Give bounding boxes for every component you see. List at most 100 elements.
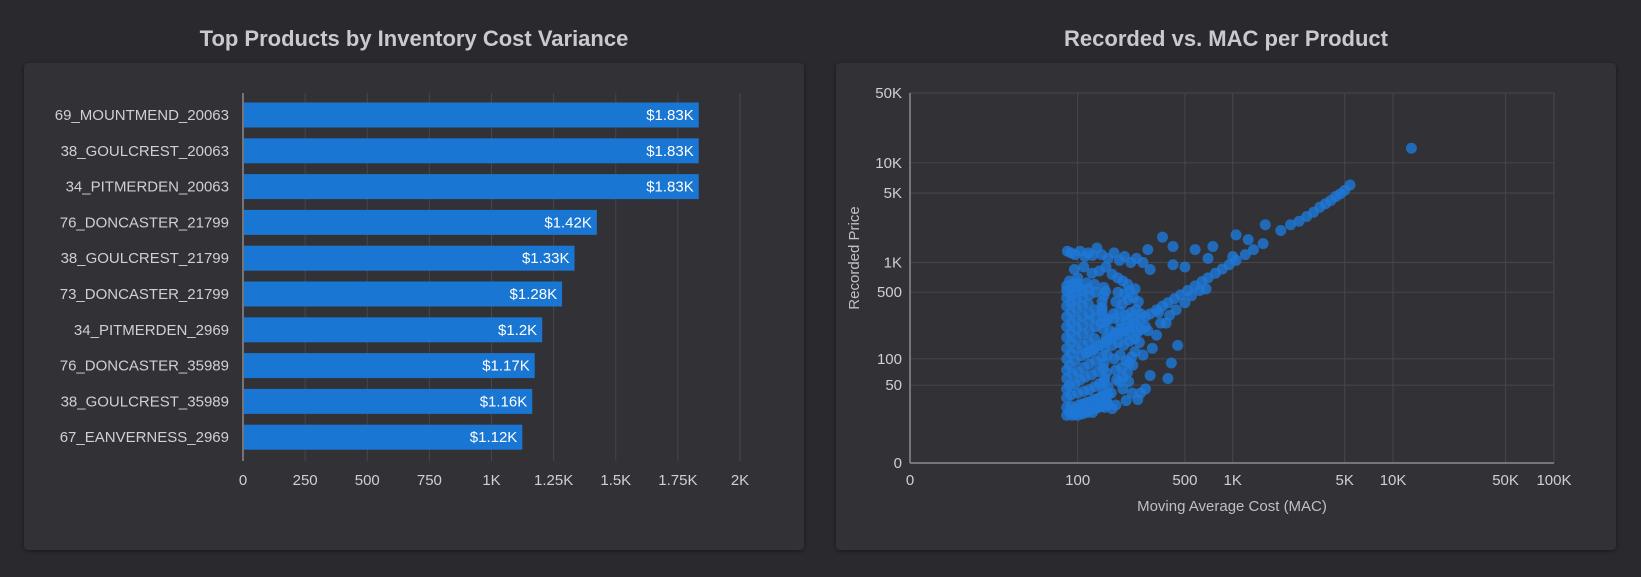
scatter-x-tick-label: 10K (1380, 472, 1407, 489)
scatter-point (1072, 277, 1084, 289)
scatter-y-tick-label: 10K (875, 155, 902, 172)
scatter-point (1170, 304, 1182, 316)
scatter-point (1127, 359, 1139, 371)
scatter-x-axis-title: Moving Average Cost (MAC) (1137, 498, 1327, 515)
bar-value-label: $1.17K (482, 358, 530, 375)
scatter-chart-title: Recorded vs. MAC per Product (1064, 26, 1388, 51)
scatter-x-tick-label: 100 (1065, 472, 1090, 489)
bar-x-tick-label: 0 (239, 472, 247, 489)
scatter-y-axis-title: Recorded Price (846, 206, 863, 309)
bar-x-tick-label: 1.25K (534, 472, 573, 489)
scatter-point (1179, 297, 1191, 309)
bar-category-label: 34_PITMERDEN_2969 (74, 322, 229, 339)
bar (244, 281, 563, 307)
scatter-point (1207, 241, 1219, 253)
bar-category-label: 38_GOULCREST_20063 (61, 143, 229, 160)
scatter-point (1088, 344, 1100, 356)
bar-value-label: $1.83K (646, 107, 694, 124)
bar (244, 424, 523, 450)
scatter-point (1097, 323, 1109, 335)
scatter-point (1126, 311, 1138, 323)
scatter-point (1202, 252, 1214, 264)
scatter-point (1137, 349, 1149, 361)
scatter-point (1135, 308, 1147, 320)
bar-value-label: $1.83K (646, 179, 694, 196)
scatter-point (1155, 317, 1167, 329)
scatter-point (1189, 244, 1201, 256)
scatter-x-tick-label: 500 (1172, 472, 1197, 489)
bar-category-label: 76_DONCASTER_21799 (60, 214, 229, 231)
bar-chart: 0 250 500 750 1K 1.25K 1.5K 1.75K 2K 69_MOUNTMEND… (55, 93, 749, 489)
bar-value-label: $1.42K (544, 214, 592, 231)
scatter-point (1100, 285, 1112, 297)
scatter-x-tick-label: 100K (1536, 472, 1571, 489)
scatter-point (1132, 296, 1144, 308)
scatter-point (1405, 142, 1417, 154)
scatter-point (1101, 397, 1113, 409)
scatter-point (1162, 372, 1174, 384)
bar-category-label: 76_DONCASTER_35989 (60, 358, 229, 375)
scatter-point (1137, 257, 1149, 269)
scatter-point (1100, 261, 1112, 273)
scatter-point (1257, 238, 1269, 250)
bar (244, 209, 597, 235)
scatter-point (1165, 357, 1177, 369)
scatter-point (1179, 261, 1191, 273)
scatter-point (1144, 369, 1156, 381)
bar (244, 102, 699, 128)
scatter-point (1239, 249, 1251, 261)
scatter-point (1146, 342, 1158, 354)
bar-value-label: $1.33K (522, 250, 570, 267)
scatter-point (1129, 283, 1141, 295)
bar-x-tick-label: 2K (731, 472, 749, 489)
scatter-point (1078, 261, 1090, 273)
bar-value-label: $1.12K (470, 429, 518, 446)
scatter-chart-panel: 0 100 500 1K 5K 10K 50K 100K 0 50 100 500 1K 5K 10K 50K… (836, 63, 1616, 550)
scatter-point (1123, 376, 1135, 388)
scatter-point (1167, 241, 1179, 253)
bar-chart-title: Top Products by Inventory Cost Variance (199, 26, 629, 51)
bar (244, 353, 535, 379)
scatter-y-tick-label: 100 (877, 351, 902, 368)
scatter-point (1156, 231, 1168, 243)
scatter-x-tick-label: 0 (906, 472, 914, 489)
scatter-point (1242, 234, 1254, 246)
bar-category-label: 38_GOULCREST_35989 (61, 393, 229, 410)
bar (244, 174, 699, 200)
bar (244, 388, 533, 414)
bar (244, 317, 543, 343)
scatter-point (1100, 331, 1112, 343)
scatter-y-tick-label: 500 (877, 284, 902, 301)
bar (244, 138, 699, 164)
scatter-point (1247, 244, 1259, 256)
scatter-point (1230, 229, 1242, 241)
scatter-point (1142, 244, 1154, 256)
scatter-point (1126, 351, 1138, 363)
scatter-x-tick-label: 5K (1335, 472, 1353, 489)
scatter-y-tick-label: 50 (885, 377, 902, 394)
scatter-point (1172, 339, 1184, 351)
scatter-y-tick-label: 1K (884, 255, 902, 272)
scatter-y-tick-label: 5K (884, 185, 902, 202)
bar-value-label: $1.83K (646, 143, 694, 160)
bar-category-label: 73_DONCASTER_21799 (60, 286, 229, 303)
scatter-point (1144, 264, 1156, 276)
scatter-point (1133, 337, 1145, 349)
scatter-point (1139, 321, 1151, 333)
scatter-point (1293, 215, 1305, 227)
bar-x-tick-label: 1.5K (600, 472, 631, 489)
scatter-point (1089, 333, 1101, 345)
bar-value-label: $1.16K (480, 393, 528, 410)
scatter-y-tick-label: 0 (894, 455, 902, 472)
scatter-chart: 0 100 500 1K 5K 10K 50K 100K 0 50 100 500 1K 5K 10K 50K… (846, 85, 1572, 515)
scatter-point (1185, 290, 1197, 302)
scatter-x-tick-label: 1K (1224, 472, 1242, 489)
scatter-point (1259, 219, 1271, 231)
scatter-point (1153, 306, 1165, 318)
scatter-point (1068, 264, 1080, 276)
scatter-point (1151, 329, 1163, 341)
bar-category-label: 69_MOUNTMEND_20063 (55, 107, 229, 124)
bar-chart-panel: 0 250 500 750 1K 1.25K 1.5K 1.75K 2K 69_MOUNTMEND… (24, 63, 804, 550)
scatter-x-tick-label: 50K (1492, 472, 1519, 489)
bar-value-label: $1.28K (510, 286, 558, 303)
